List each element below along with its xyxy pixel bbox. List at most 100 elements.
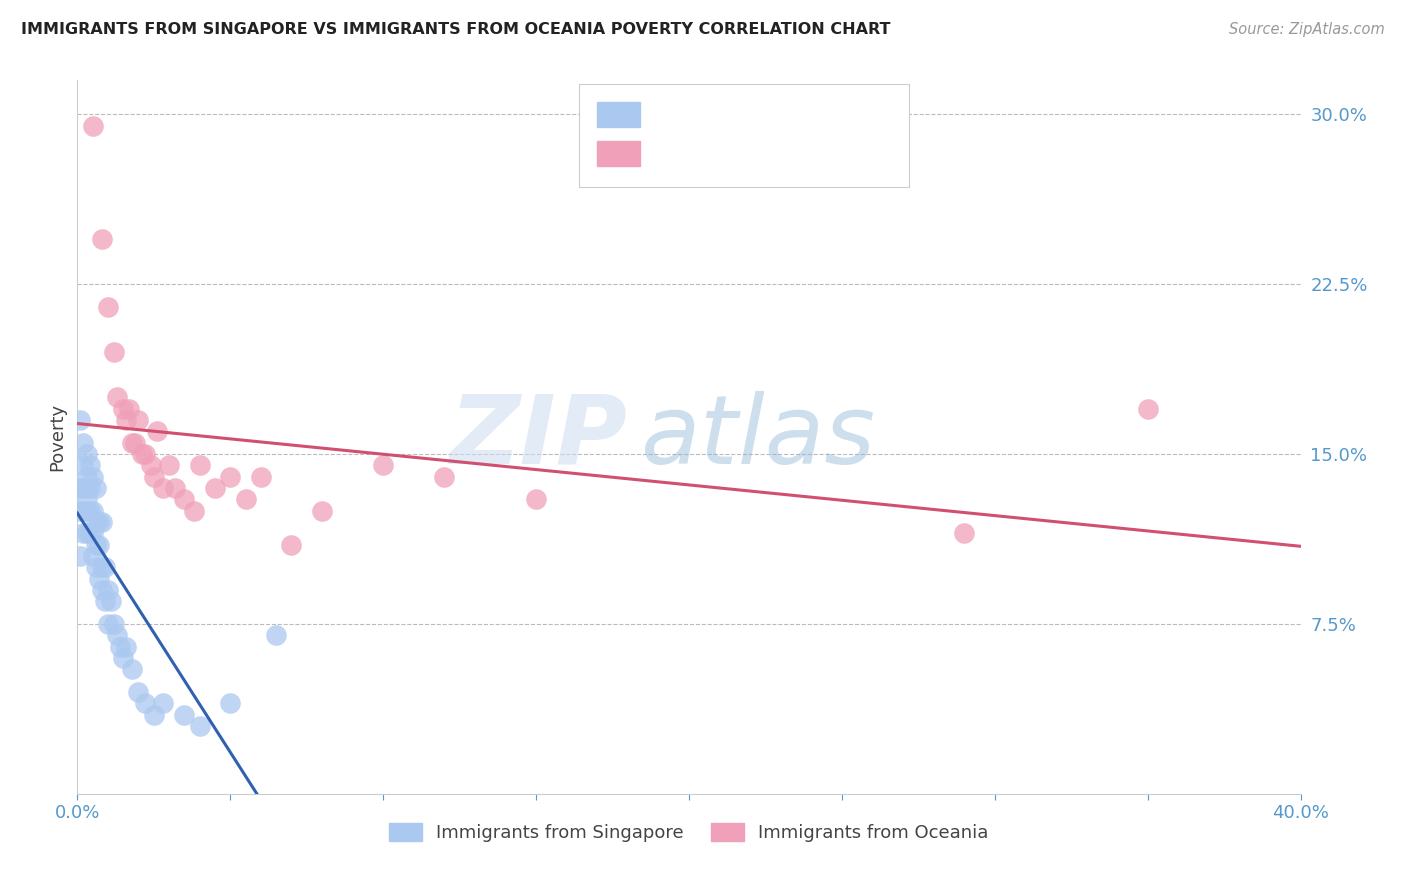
- Point: [142, 707, 165, 722]
- Point: [100, 594, 122, 608]
- Point: [157, 458, 180, 473]
- Point: [84, 538, 107, 552]
- Point: [121, 662, 143, 676]
- Point: [82, 469, 104, 483]
- Point: [103, 345, 125, 359]
- Point: [76, 504, 98, 518]
- Point: [142, 469, 165, 483]
- Point: [72, 458, 94, 473]
- Point: [118, 401, 141, 416]
- Point: [87, 538, 110, 552]
- Point: [97, 582, 120, 597]
- Point: [105, 628, 128, 642]
- Point: [72, 526, 94, 541]
- Point: [131, 447, 153, 461]
- Point: [97, 300, 120, 314]
- Point: [94, 594, 117, 608]
- Point: [124, 435, 146, 450]
- Text: IMMIGRANTS FROM SINGAPORE VS IMMIGRANTS FROM OCEANIA POVERTY CORRELATION CHART: IMMIGRANTS FROM SINGAPORE VS IMMIGRANTS …: [21, 22, 890, 37]
- Point: [72, 504, 94, 518]
- Text: R =: R =: [657, 145, 697, 163]
- Point: [97, 617, 120, 632]
- Point: [94, 560, 117, 574]
- Text: R =: R =: [657, 104, 697, 123]
- Point: [84, 481, 107, 495]
- Point: [112, 401, 135, 416]
- Point: [72, 481, 94, 495]
- Point: [250, 469, 273, 483]
- Text: N =: N =: [776, 104, 830, 123]
- Point: [90, 232, 112, 246]
- Point: [76, 526, 98, 541]
- Point: [69, 549, 91, 563]
- Point: [524, 492, 547, 507]
- Point: [134, 447, 156, 461]
- Point: [173, 707, 195, 722]
- Text: atlas: atlas: [640, 391, 875, 483]
- Text: 33: 33: [837, 145, 863, 163]
- Point: [69, 504, 91, 518]
- Point: [76, 492, 98, 507]
- Point: [79, 504, 101, 518]
- Point: [188, 719, 211, 733]
- Text: Source: ZipAtlas.com: Source: ZipAtlas.com: [1229, 22, 1385, 37]
- Point: [146, 425, 169, 439]
- Point: [165, 481, 187, 495]
- Y-axis label: Poverty: Poverty: [48, 403, 66, 471]
- Point: [79, 481, 101, 495]
- Point: [280, 538, 302, 552]
- Point: [115, 413, 138, 427]
- Point: [79, 458, 101, 473]
- Point: [183, 504, 205, 518]
- Text: 52: 52: [837, 104, 863, 123]
- Point: [152, 481, 174, 495]
- Point: [72, 435, 94, 450]
- Point: [953, 526, 976, 541]
- Point: [127, 685, 149, 699]
- Point: [90, 582, 112, 597]
- Point: [115, 640, 138, 654]
- Text: ZIP: ZIP: [450, 391, 628, 483]
- Point: [90, 560, 112, 574]
- Point: [79, 526, 101, 541]
- Point: [371, 458, 394, 473]
- Point: [84, 560, 107, 574]
- Point: [1136, 401, 1159, 416]
- Point: [103, 617, 125, 632]
- Point: [139, 458, 162, 473]
- Point: [127, 413, 149, 427]
- Point: [204, 481, 226, 495]
- Point: [121, 435, 143, 450]
- Point: [188, 458, 211, 473]
- FancyBboxPatch shape: [579, 84, 910, 187]
- Point: [90, 515, 112, 529]
- Point: [173, 492, 195, 507]
- Point: [87, 572, 110, 586]
- Point: [134, 696, 156, 710]
- Point: [76, 481, 98, 495]
- Point: [264, 628, 287, 642]
- Point: [311, 504, 333, 518]
- Point: [82, 504, 104, 518]
- Legend: Immigrants from Singapore, Immigrants from Oceania: Immigrants from Singapore, Immigrants fr…: [382, 815, 995, 849]
- Point: [108, 640, 131, 654]
- Point: [84, 515, 107, 529]
- Point: [87, 515, 110, 529]
- Point: [219, 469, 242, 483]
- Text: N =: N =: [776, 145, 830, 163]
- Point: [69, 481, 91, 495]
- Point: [82, 119, 104, 133]
- Text: -0.279: -0.279: [703, 104, 769, 123]
- Text: 0.062: 0.062: [703, 145, 768, 163]
- Bar: [598, 102, 640, 127]
- Point: [82, 549, 104, 563]
- Point: [69, 413, 91, 427]
- Point: [105, 391, 128, 405]
- Point: [235, 492, 257, 507]
- Point: [82, 526, 104, 541]
- Point: [76, 447, 98, 461]
- Point: [152, 696, 174, 710]
- Point: [112, 651, 135, 665]
- Point: [219, 696, 242, 710]
- Point: [433, 469, 456, 483]
